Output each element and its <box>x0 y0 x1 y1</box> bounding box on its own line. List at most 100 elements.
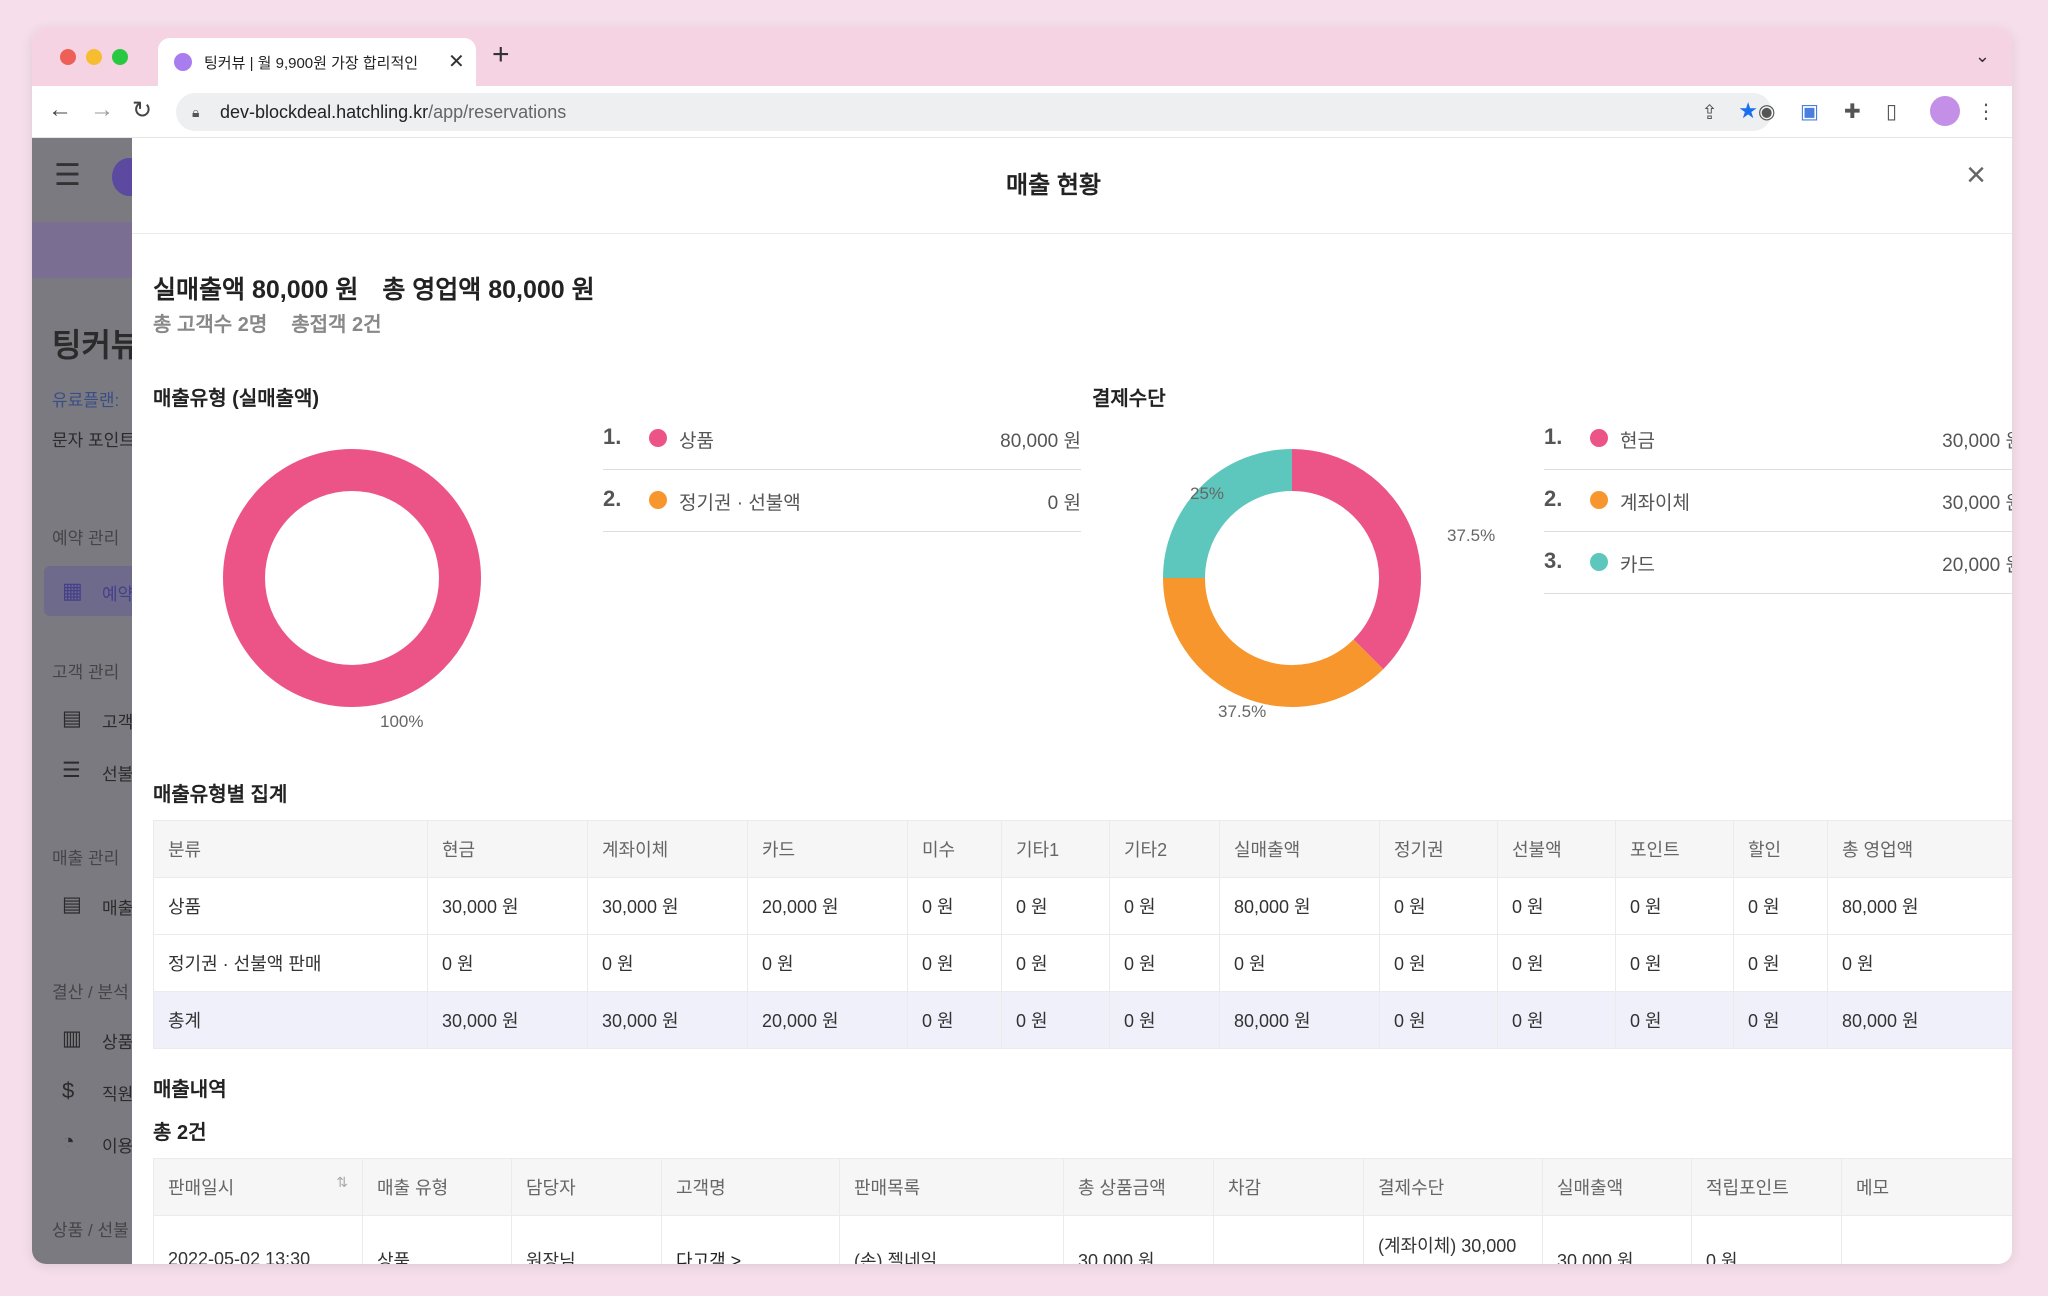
sale-staff: 원장님 <box>511 1215 662 1264</box>
sales-summary: 실매출액 80,000 원 총 영업액 80,000 원 <box>153 270 595 306</box>
column-header: 미수 <box>907 820 1002 878</box>
table-cell: 0 원 <box>1733 991 1828 1049</box>
sale-type: 상품 <box>362 1215 512 1264</box>
document-plus-icon: ▤ <box>62 893 82 916</box>
pie-slice-상품 <box>223 449 481 707</box>
sidebar-overlay: ☰ 팅커뷰 유료플랜: 문자 포인트 예약 관리 ▦ 예약 고객 관리 ▤ 고객… <box>32 138 132 1264</box>
bar-chart-icon: ▥ <box>62 1027 82 1050</box>
pie-slice-카드 <box>1163 449 1293 579</box>
camera-icon[interactable]: ◉ <box>1758 101 1776 123</box>
sidebar-brand: 팅커뷰 <box>52 327 132 363</box>
real-sales-total: 실매출액 80,000 원 <box>153 276 359 304</box>
pie-slice-계좌이체 <box>1163 577 1384 707</box>
column-header-sortable[interactable]: 판매일시 ⇅ <box>153 1158 363 1216</box>
table-cell: 0 원 <box>1379 934 1498 992</box>
legend-row: 1. 현금 30,000 원 <box>1544 408 2012 470</box>
customer-summary: 총 고객수 2명 총접객 2건 <box>153 308 382 337</box>
pie-percent-label: 100% <box>380 712 424 731</box>
column-header-label: 판매일시 <box>168 1178 235 1198</box>
column-header: 차감 <box>1213 1158 1364 1216</box>
close-window-button[interactable] <box>60 49 76 65</box>
table-cell: 80,000 원 <box>1219 877 1380 935</box>
table-row: 정기권 · 선불액 판매 0 원 0 원 0 원 0 원 0 원 0 원 0 원… <box>153 934 2012 992</box>
summary-table-title: 매출유형별 집계 <box>153 784 288 806</box>
column-header: 적립포인트 <box>1691 1158 1842 1216</box>
sidebar-section-title: 고객 관리 <box>52 663 120 682</box>
table-cell: 0 원 <box>427 934 588 992</box>
profile-avatar[interactable] <box>1930 96 1960 126</box>
address-bar[interactable]: 🔒︎ dev-blockdeal.hatchling.kr/app/reserv… <box>176 93 1772 131</box>
payment-donut-chart <box>1163 449 1421 707</box>
legend-rank: 2. <box>603 486 622 511</box>
pie-slice-현금 <box>1291 449 1421 670</box>
pie-percent-label: 37.5% <box>1218 702 1267 721</box>
table-cell: 30,000 원 <box>427 991 588 1049</box>
table-cell: 0 원 <box>907 934 1002 992</box>
minimize-window-button[interactable] <box>86 49 102 65</box>
pie-percent-label: 25% <box>1190 484 1225 503</box>
back-icon[interactable]: ← <box>48 96 72 123</box>
table-cell: 0 원 <box>1497 877 1616 935</box>
legend-value: 30,000 원 <box>1942 493 2012 514</box>
pie-percent-label: 37.5% <box>1447 526 1496 545</box>
sidebar-item-label[interactable]: 직원 <box>102 1085 132 1104</box>
sidebar-item-label[interactable]: 선불 <box>102 765 132 784</box>
legend-dot <box>1590 491 1608 509</box>
sidebar-item-label[interactable]: 이용 <box>102 1137 132 1156</box>
table-row: 상품 30,000 원 30,000 원 20,000 원 0 원 0 원 0 … <box>153 877 2012 935</box>
forward-icon[interactable]: → <box>90 96 114 123</box>
sidebar-item-reservation[interactable] <box>44 566 132 616</box>
tab-bar: 팅커뷰 | 월 9,900원 가장 합리적인 ✕ + ⌄ <box>32 28 2012 86</box>
legend-dot <box>1590 553 1608 571</box>
column-header: 총 영업액 <box>1827 820 2012 878</box>
tab-search-chevron-icon[interactable]: ⌄ <box>1974 46 1990 66</box>
sale-total-amount: 30,000 원 <box>1063 1215 1214 1264</box>
new-tab-button[interactable]: + <box>492 38 510 71</box>
total-sales-total: 총 영업액 80,000 원 <box>382 276 595 304</box>
column-header: 매출 유형 <box>362 1158 512 1216</box>
tab-close-icon[interactable]: ✕ <box>448 51 465 73</box>
puzzle-icon[interactable]: ✚ <box>1844 101 1861 123</box>
table-row[interactable]: 2022-05-02 13:30 상품 원장님 다고객 > (손) 젤네일 30… <box>153 1215 2012 1265</box>
table-cell: 0 원 <box>1497 934 1616 992</box>
sidebar-item-label[interactable]: 상품 <box>102 1033 132 1052</box>
column-header: 결제수단 <box>1363 1158 1543 1216</box>
column-header: 현금 <box>427 820 588 878</box>
table-cell: 0 원 <box>1219 934 1380 992</box>
more-icon[interactable]: ⋮ <box>1976 101 1996 123</box>
sidebar-item-label[interactable]: 고객 <box>102 713 132 732</box>
sale-payment-method: (계좌이체) 30,000 원 <box>1363 1215 1543 1264</box>
sidebar-item-label[interactable]: 매출 <box>102 899 132 918</box>
url-host: dev-blockdeal.hatchling.kr <box>220 102 429 122</box>
sales-type-donut-chart <box>223 449 481 707</box>
column-header: 총 상품금액 <box>1063 1158 1214 1216</box>
close-icon[interactable]: × <box>1966 156 1986 194</box>
favicon-icon <box>174 53 192 71</box>
translate-icon[interactable]: ▣ <box>1800 101 1819 123</box>
document-icon: ▤ <box>62 707 82 730</box>
lock-icon[interactable]: 🔒︎ <box>192 104 200 120</box>
sort-icon[interactable]: ⇅ <box>336 1174 348 1190</box>
table-cell: 0 원 <box>907 991 1002 1049</box>
sale-points: 0 원 <box>1691 1215 1842 1264</box>
table-cell: 0 원 <box>1615 991 1734 1049</box>
menu-icon[interactable]: ☰ <box>54 159 81 192</box>
sidebar-section-title: 상품 / 선불 <box>52 1221 129 1240</box>
sale-datetime: 2022-05-02 13:30 <box>153 1215 363 1264</box>
sales-history-title: 매출내역 <box>153 1079 227 1101</box>
table-cell: 30,000 원 <box>587 877 748 935</box>
column-header: 기타2 <box>1109 820 1220 878</box>
star-icon[interactable]: ★ <box>1738 98 1758 123</box>
table-cell: 80,000 원 <box>1219 991 1380 1049</box>
sales-history-count: 총 2건 <box>153 1122 207 1144</box>
share-icon[interactable]: ⇪ <box>1701 102 1718 124</box>
table-cell: 0 원 <box>1733 934 1828 992</box>
url-text[interactable]: dev-blockdeal.hatchling.kr/app/reservati… <box>220 102 566 123</box>
legend-value: 30,000 원 <box>1942 431 2012 452</box>
reload-icon[interactable]: ↻ <box>132 97 153 124</box>
sidepanel-icon[interactable]: ▯ <box>1886 101 1898 123</box>
customer-link[interactable]: 다고객 > <box>676 1250 742 1265</box>
browser-tab[interactable]: 팅커뷰 | 월 9,900원 가장 합리적인 ✕ <box>158 38 476 86</box>
column-header: 실매출액 <box>1219 820 1380 878</box>
maximize-window-button[interactable] <box>112 49 128 65</box>
